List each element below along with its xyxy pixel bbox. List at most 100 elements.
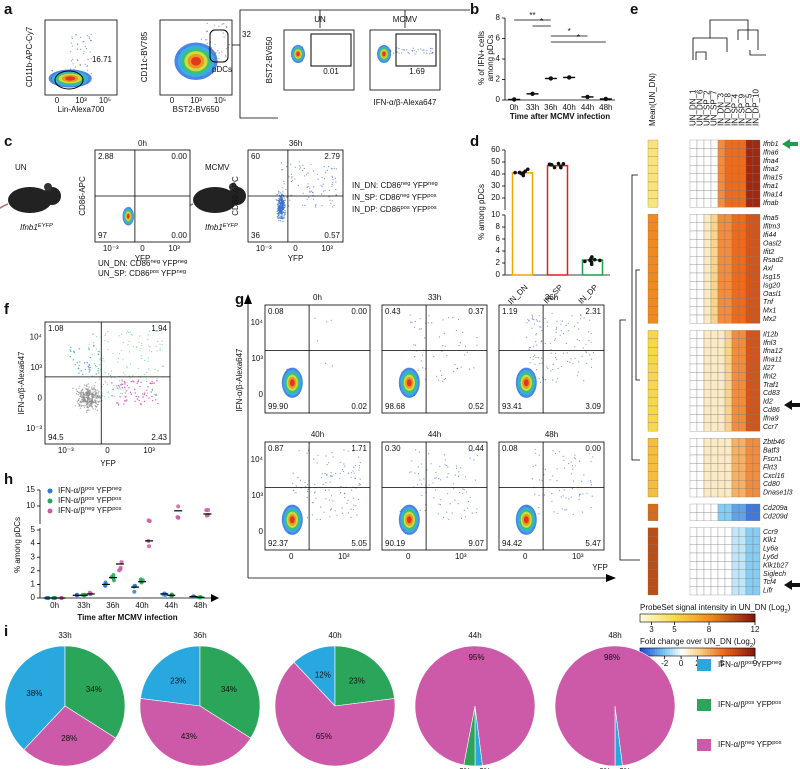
heatmap-cell: [745, 397, 754, 407]
event-dot: [554, 352, 557, 354]
tick-label: 10³: [143, 446, 155, 455]
event-dot: [330, 202, 332, 204]
event-dot: [91, 403, 93, 405]
event-dot: [358, 485, 360, 487]
heatmap-cell: [745, 552, 754, 562]
label-part: IFN-α/β: [718, 660, 745, 669]
event-dot: [117, 384, 120, 387]
event-dot: [144, 360, 146, 362]
heatmap-cell: [724, 389, 733, 398]
heatmap-cell: [696, 355, 705, 365]
event-dot: [444, 345, 446, 347]
heatmap-cell: [731, 578, 740, 587]
tick-label: 10³: [251, 354, 263, 363]
heatmap-cell: [752, 488, 761, 498]
event-dot: [142, 396, 144, 398]
event-dot: [341, 468, 344, 471]
heatmap-cell: [731, 222, 740, 232]
heatmap-cell: [710, 471, 719, 481]
heatmap-cell: [731, 289, 740, 299]
legend-swatch: [657, 614, 661, 622]
heatmap-cell: [689, 330, 698, 339]
heatmap-cell: [689, 156, 698, 166]
event-dot: [282, 203, 284, 205]
event-dot: [280, 203, 282, 206]
event-dot: [222, 32, 224, 34]
legend-swatch: [655, 648, 658, 656]
event-dot: [532, 346, 535, 348]
heatmap-cell: [696, 586, 705, 596]
heatmap-cell: [731, 503, 740, 513]
event-dot: [435, 477, 437, 479]
event-dot: [335, 168, 337, 170]
event-dot: [143, 374, 145, 376]
heatmap-cell: [717, 586, 726, 596]
event-dot: [562, 333, 565, 335]
heatmap-cell: [703, 190, 712, 199]
heatmap-cell: [731, 422, 740, 432]
event-dot: [90, 39, 92, 42]
heatmap-cell: [647, 355, 659, 365]
heatmap-cell: [689, 454, 698, 464]
event-dot: [313, 458, 315, 460]
event-dot: [140, 403, 142, 405]
event-dot: [358, 465, 361, 467]
tick-label: 10⁴: [30, 332, 43, 341]
event-dot: [88, 363, 90, 366]
event-dot: [161, 340, 163, 342]
event-dot: [290, 163, 292, 165]
panel-letter: b: [470, 1, 479, 18]
heatmap-cell: [738, 355, 747, 365]
event-dot: [77, 399, 80, 401]
heatmap-cell: [710, 173, 719, 183]
mean-dot: [585, 94, 590, 100]
event-dot: [343, 470, 345, 472]
event-dot: [88, 386, 90, 388]
gene-label: Tcf4: [763, 579, 776, 586]
event-dot: [534, 354, 536, 356]
heatmap-cell: [647, 544, 659, 554]
event-dot: [570, 496, 572, 498]
heatmap-cell: [696, 181, 705, 191]
heatmap-cell: [717, 148, 726, 157]
legend-swatch: [747, 648, 751, 656]
heatmap-cell: [647, 414, 659, 423]
event-dot: [325, 481, 327, 484]
heatmap-cell: [696, 214, 705, 223]
event-dot: [561, 320, 564, 322]
heatmap-cell: [745, 330, 754, 339]
event-dot: [79, 407, 82, 409]
event-dot: [89, 405, 91, 407]
legend-title: Fold change over UN_DN (Log2): [640, 637, 756, 648]
heatmap-cell: [731, 173, 740, 183]
heatmap-cell: [710, 148, 719, 157]
event-dot: [398, 48, 400, 50]
event-dot: [447, 493, 449, 495]
heatmap-cell: [647, 488, 659, 498]
event-dot: [563, 459, 565, 461]
event-dot: [546, 321, 548, 323]
density: [65, 76, 76, 81]
heatmap-cell: [738, 247, 747, 257]
event-dot: [94, 391, 97, 393]
event-dot: [151, 395, 153, 398]
legend-swatch: [687, 614, 691, 622]
legend-tick-label: 9: [753, 659, 758, 668]
heatmap-cell: [689, 561, 698, 570]
heatmap-cell: [717, 256, 726, 265]
event-dot: [291, 179, 293, 181]
tick-label: 10³: [572, 552, 584, 561]
event-dot: [578, 361, 580, 363]
heatmap-cell: [738, 488, 747, 498]
event-dot: [531, 317, 534, 319]
event-dot: [541, 329, 543, 332]
event-dot: [328, 499, 331, 501]
event-dot: [541, 357, 543, 359]
heatmap-cell: [745, 463, 754, 472]
event-dot: [331, 183, 333, 186]
heatmap-cell: [703, 503, 712, 513]
event-dot: [572, 513, 574, 516]
event-dot: [328, 489, 330, 491]
gene-label: Il27: [763, 365, 775, 372]
event-dot: [331, 200, 333, 202]
